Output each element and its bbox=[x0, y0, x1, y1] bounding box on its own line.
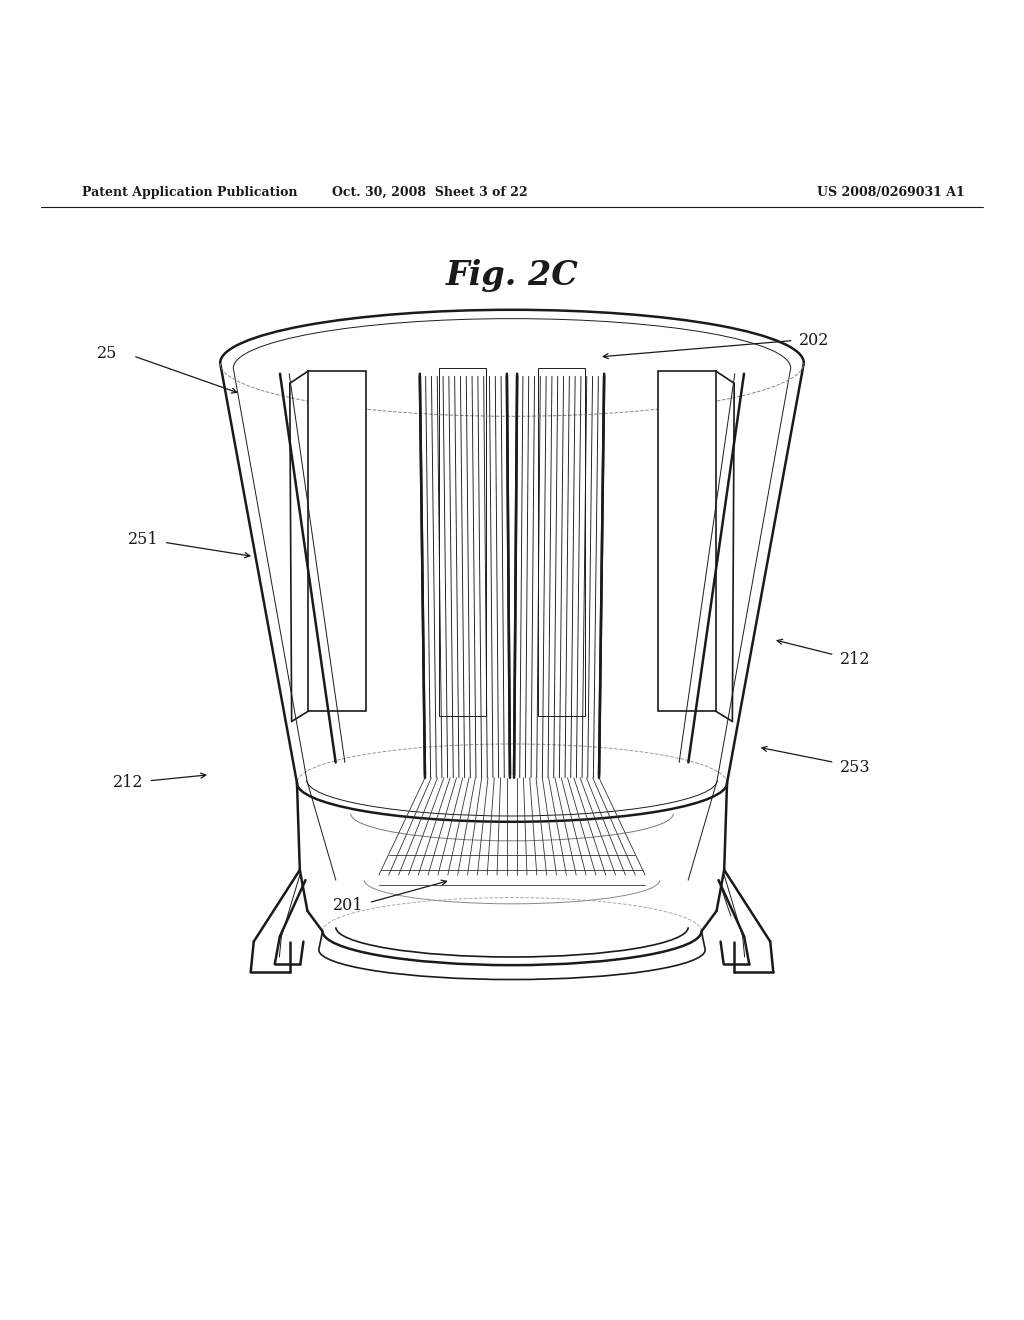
Text: US 2008/0269031 A1: US 2008/0269031 A1 bbox=[817, 186, 965, 198]
Text: 25: 25 bbox=[97, 346, 118, 362]
Text: Oct. 30, 2008  Sheet 3 of 22: Oct. 30, 2008 Sheet 3 of 22 bbox=[332, 186, 528, 198]
Bar bbox=[658, 371, 716, 711]
Text: 251: 251 bbox=[128, 531, 159, 548]
Text: 201: 201 bbox=[333, 898, 364, 915]
Text: 253: 253 bbox=[840, 759, 870, 776]
Text: 212: 212 bbox=[840, 652, 870, 668]
Text: 212: 212 bbox=[113, 775, 143, 792]
Bar bbox=[439, 368, 486, 717]
Text: Fig. 2C: Fig. 2C bbox=[445, 260, 579, 293]
Text: Patent Application Publication: Patent Application Publication bbox=[82, 186, 297, 198]
Bar bbox=[308, 371, 366, 711]
Bar bbox=[538, 368, 585, 717]
Text: 202: 202 bbox=[799, 333, 829, 348]
